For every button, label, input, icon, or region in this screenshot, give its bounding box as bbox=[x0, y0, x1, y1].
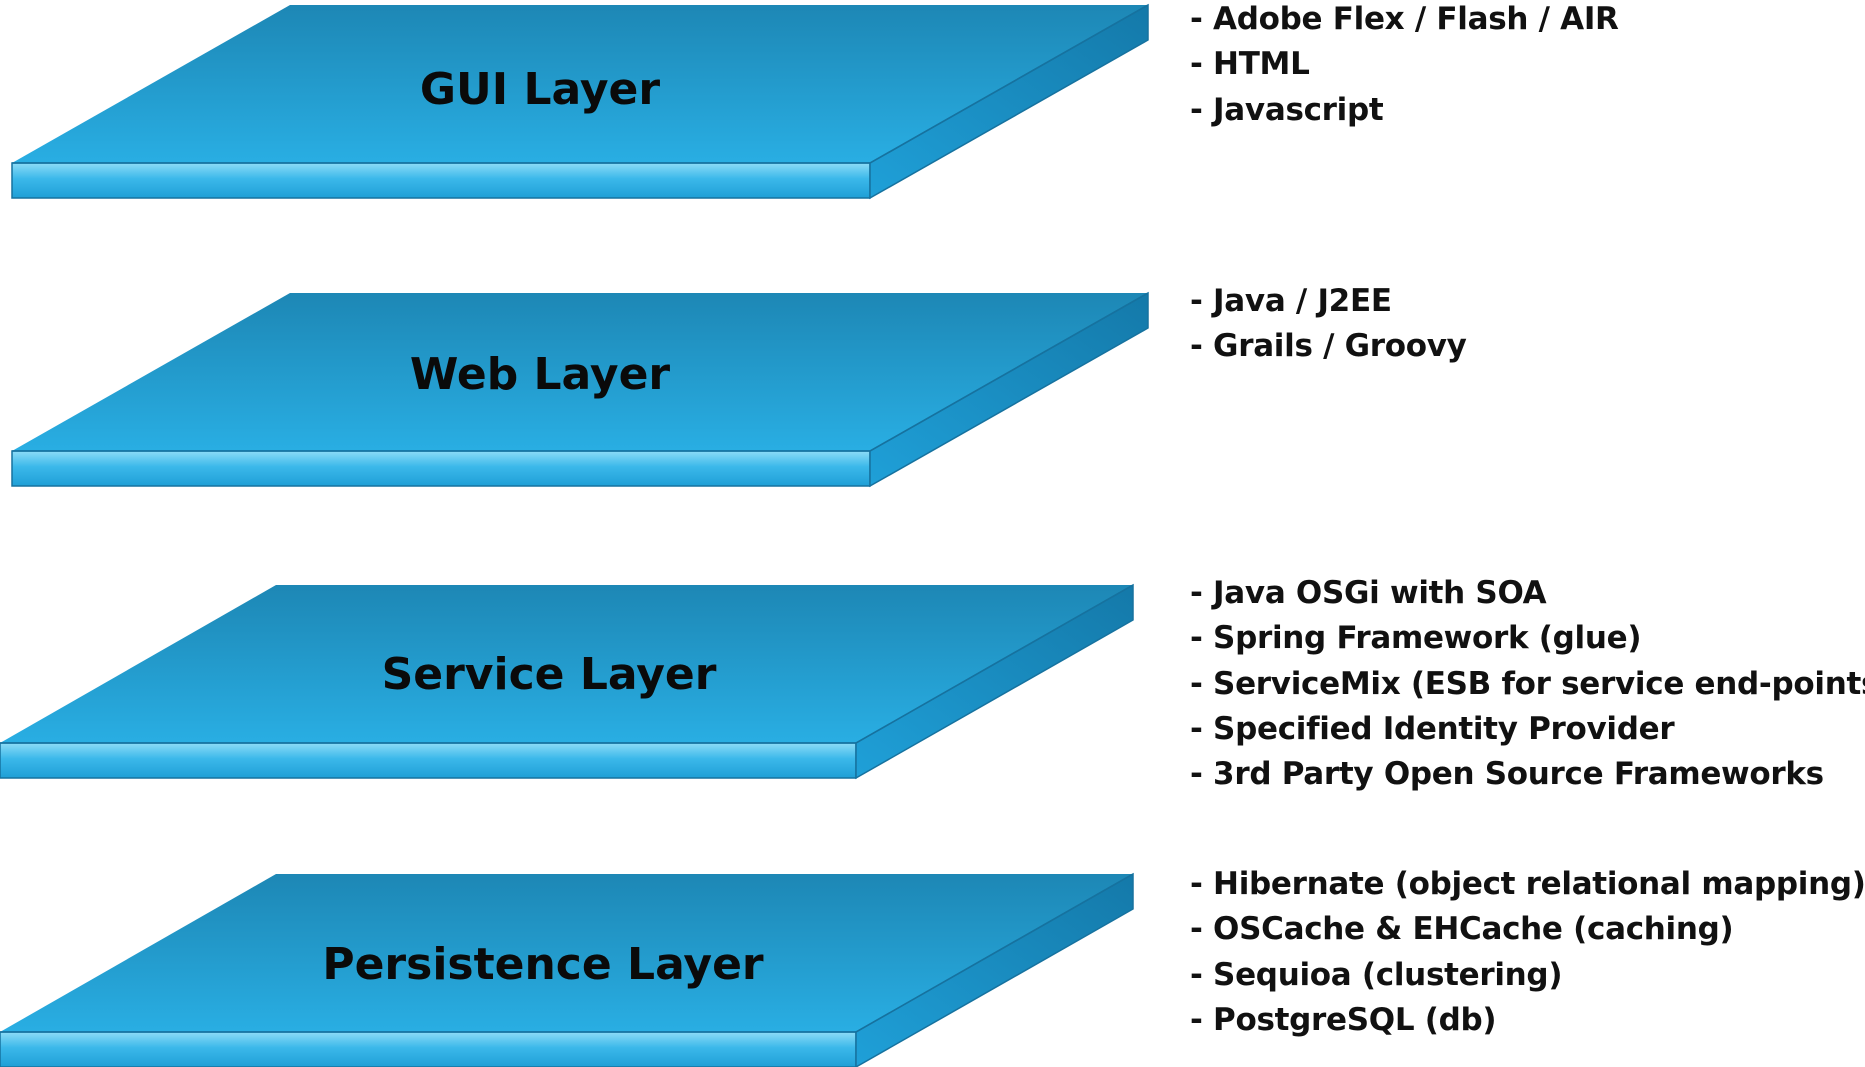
web-layer-tech-list: - Java / J2EE - Grails / Groovy bbox=[1190, 279, 1467, 370]
slab-top-face bbox=[12, 293, 1148, 451]
tech-item: - 3rd Party Open Source Frameworks bbox=[1190, 756, 1824, 793]
slab-web-layer: Web Layer bbox=[11, 291, 1149, 488]
tech-item: - OSCache & EHCache (caching) bbox=[1190, 911, 1734, 948]
tech-item: - Java OSGi with SOA bbox=[1190, 575, 1547, 611]
service-layer-tech-list: - Java OSGi with SOA - Spring Framework … bbox=[1190, 571, 1865, 797]
tech-item: - Grails / Groovy bbox=[1190, 328, 1467, 365]
gui-layer-tech-list: - Adobe Flex / Flash / AIR - HTML - Java… bbox=[1190, 0, 1619, 133]
slab-front-face bbox=[11, 450, 871, 487]
tech-item: - Hibernate (object relational mapping) bbox=[1190, 866, 1865, 902]
layer-label-gui: GUI Layer bbox=[420, 64, 660, 115]
layer-label-persistence: Persistence Layer bbox=[322, 939, 764, 990]
slab-top-face bbox=[0, 585, 1133, 743]
slab-front-face bbox=[0, 1031, 857, 1067]
tech-item: - Java / J2EE bbox=[1190, 283, 1392, 319]
layer-label-service: Service Layer bbox=[382, 649, 717, 700]
slab-persistence-layer: Persistence Layer bbox=[0, 872, 1134, 1067]
tech-item: - PostgreSQL (db) bbox=[1190, 1001, 1497, 1038]
tech-item: - Adobe Flex / Flash / AIR bbox=[1190, 1, 1619, 37]
tech-item: - HTML bbox=[1190, 46, 1310, 83]
slab-gui-layer: GUI Layer bbox=[11, 3, 1149, 200]
tech-item: - Specified Identity Provider bbox=[1190, 710, 1675, 747]
tech-item: - Javascript bbox=[1190, 91, 1384, 128]
slab-service-layer: Service Layer bbox=[0, 583, 1134, 780]
layer-label-web: Web Layer bbox=[410, 349, 671, 400]
tech-item: - Spring Framework (glue) bbox=[1190, 620, 1642, 657]
slab-top-face bbox=[12, 5, 1148, 163]
slab-front-face bbox=[0, 742, 857, 779]
persistence-layer-tech-list: - Hibernate (object relational mapping) … bbox=[1190, 862, 1865, 1043]
slab-top-face bbox=[0, 874, 1133, 1032]
slab-front-face bbox=[11, 162, 871, 199]
tech-item: - ServiceMix (ESB for service end-points… bbox=[1190, 665, 1865, 702]
tech-item: - Sequioa (clustering) bbox=[1190, 956, 1563, 993]
